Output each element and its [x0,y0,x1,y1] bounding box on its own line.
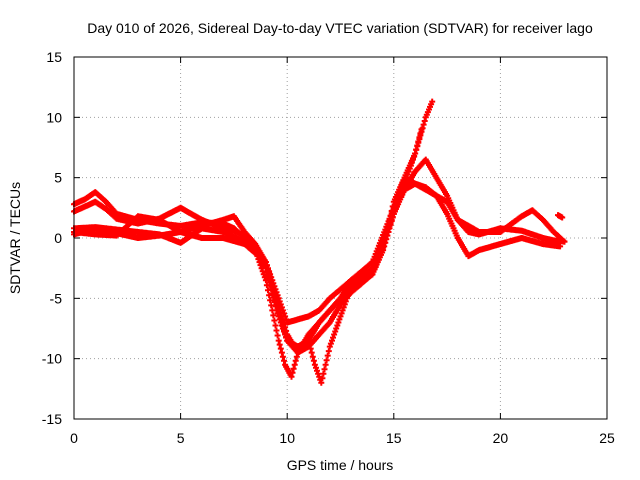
y-tick-label: 5 [54,170,62,186]
x-tick-label: 0 [70,430,78,446]
x-tick-label: 5 [177,430,185,446]
x-tick-label: 20 [493,430,509,446]
x-tick-label: 10 [279,430,295,446]
y-tick-label: 15 [46,49,62,65]
grid-lines [74,57,607,419]
x-tick-label: 25 [599,430,615,446]
chart-title: Day 010 of 2026, Sidereal Day-to-day VTE… [87,20,593,36]
y-tick-label: -15 [42,411,62,427]
x-tick-label: 15 [386,430,402,446]
y-tick-label: -10 [42,351,62,367]
x-axis-title: GPS time / hours [287,457,394,473]
y-tick-label: 0 [54,230,62,246]
y-axis-title: SDTVAR / TECUs [7,182,23,294]
axis-ticks: 0 5 10 15 20 25 -15 -10 -5 0 5 10 15 [42,49,615,446]
data-series [71,98,568,386]
data-track-track-6 [555,212,566,221]
y-tick-label: 10 [46,109,62,125]
y-tick-label: -5 [50,290,63,306]
